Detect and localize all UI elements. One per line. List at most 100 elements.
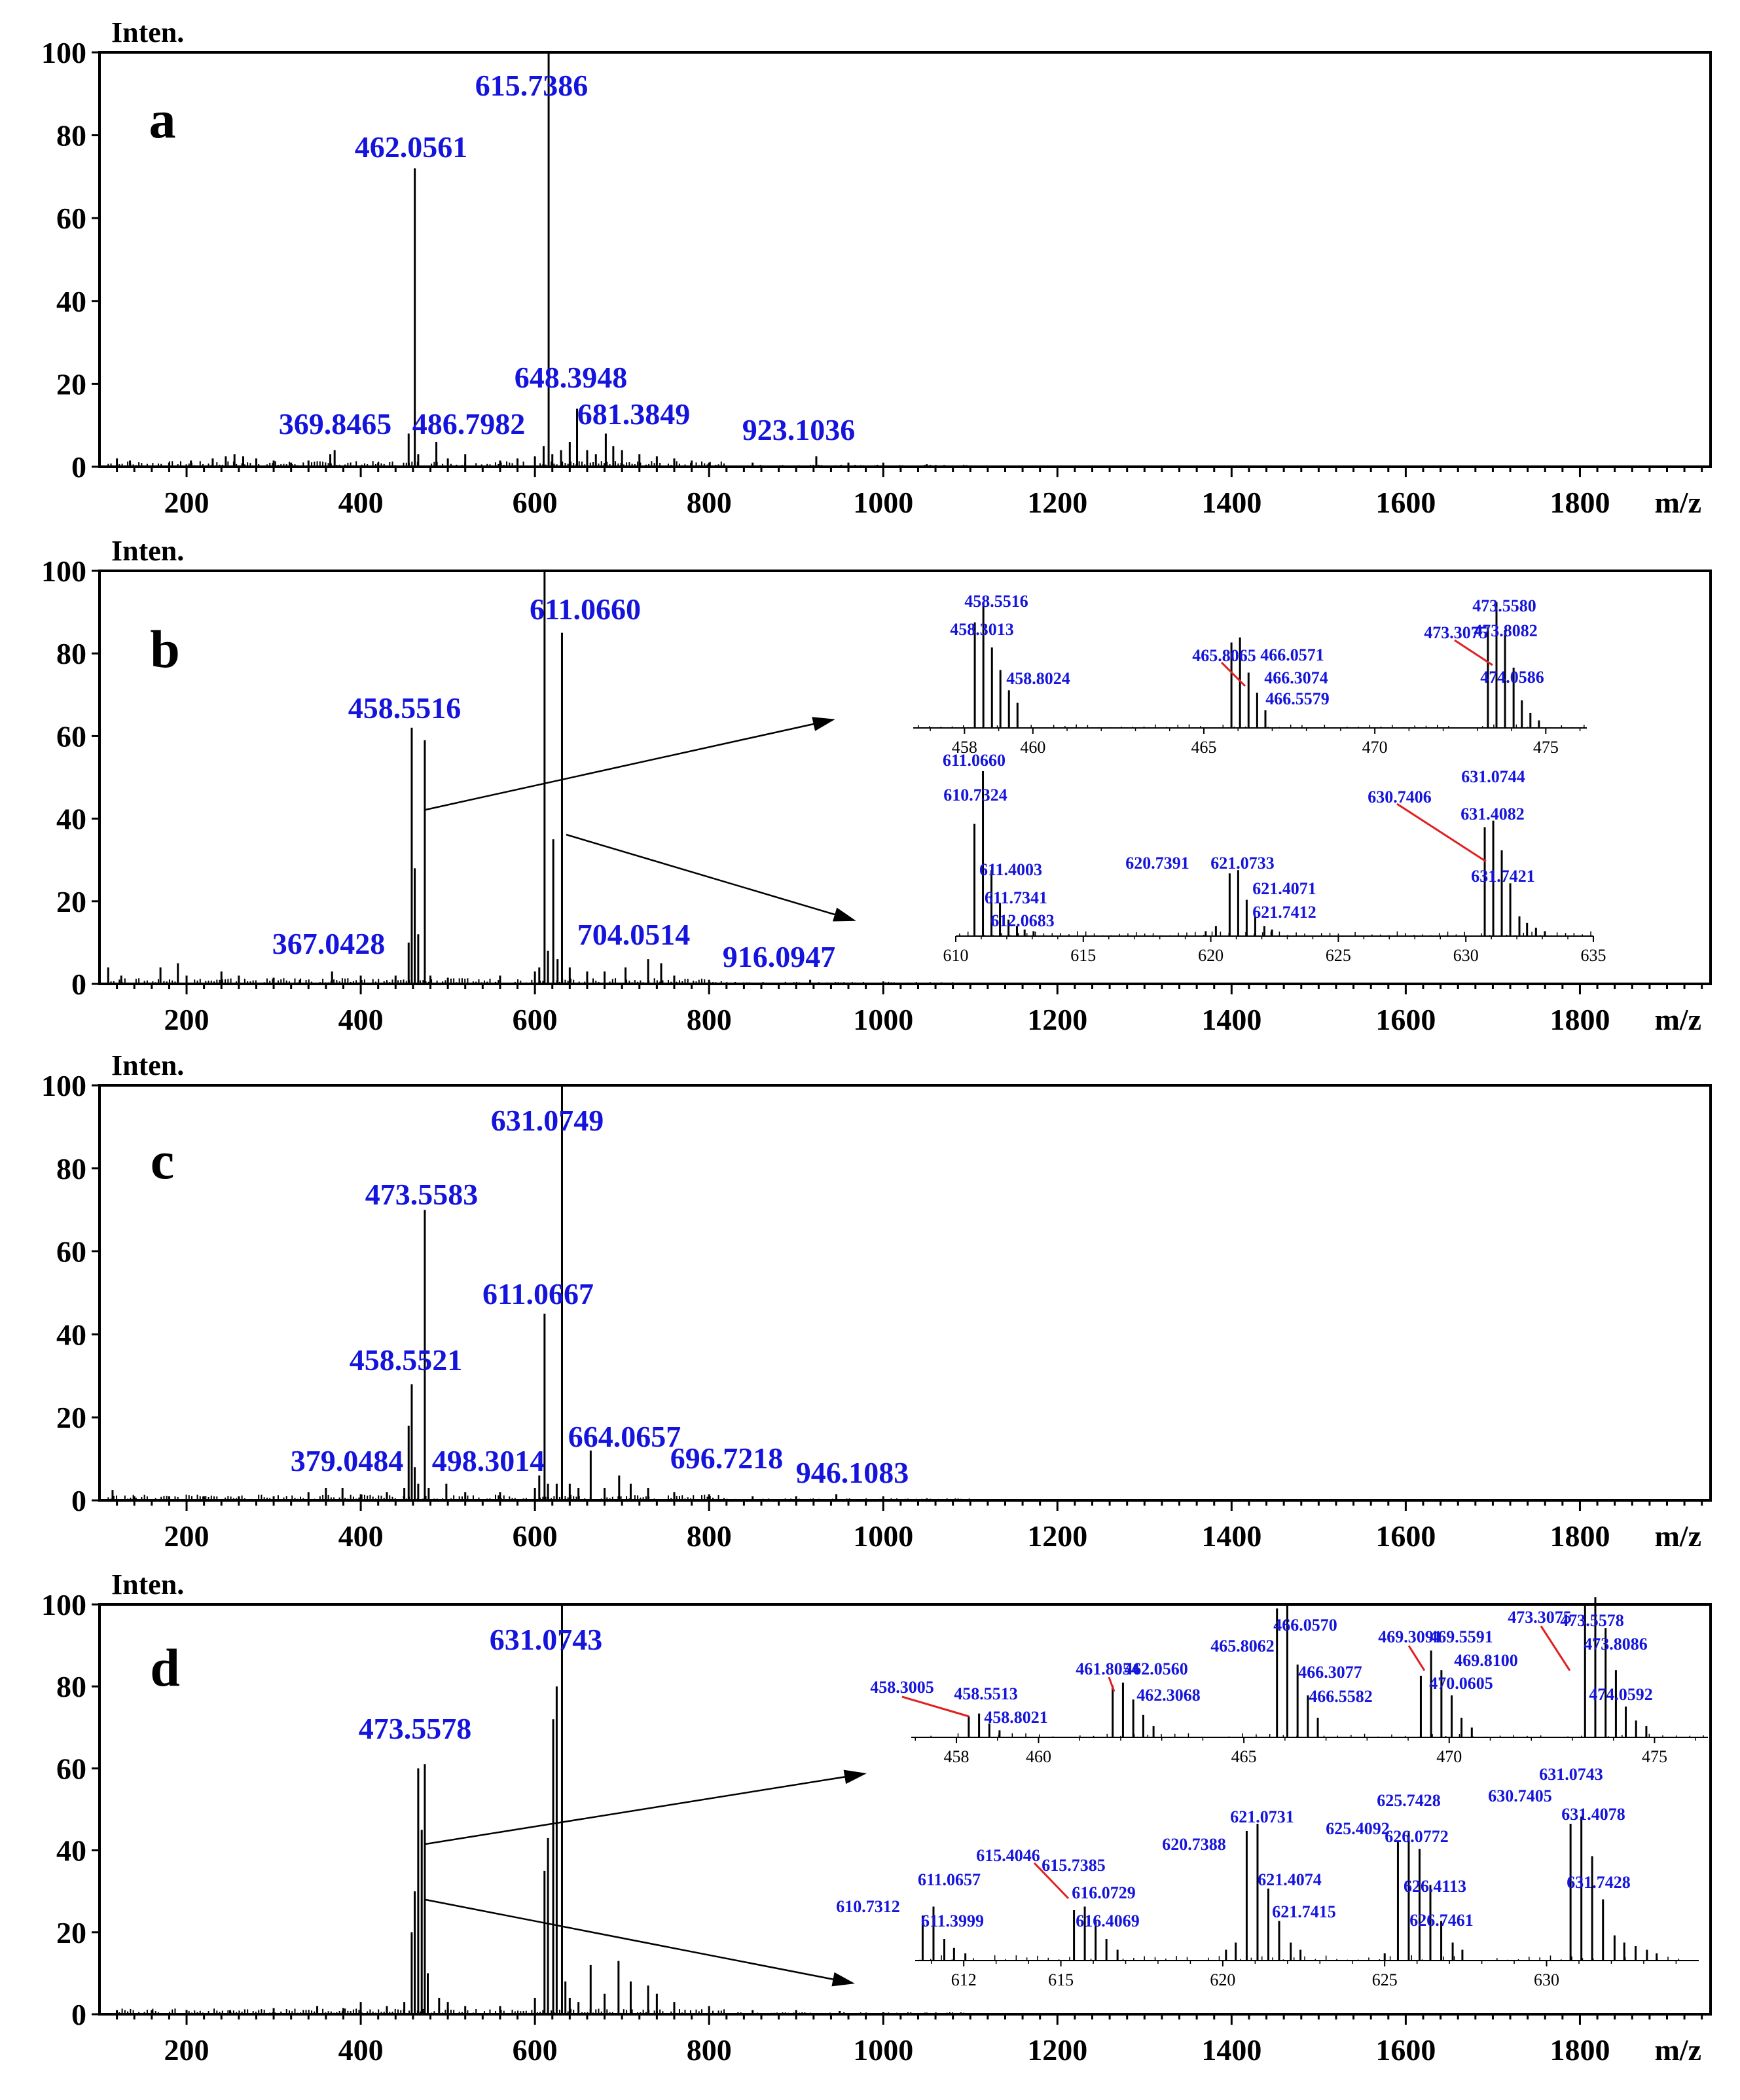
inset-peak-label: 469.3091	[1378, 1627, 1442, 1646]
inset-spectrum-d-2: 612 615 620 625 630 610.7312 611.0657 611.3999 6…	[425, 1765, 1699, 1989]
peak-label: 916.0947	[723, 940, 836, 973]
inset-peak-label: 615.4046	[976, 1846, 1040, 1865]
x-tick-label: 1400	[1201, 2033, 1261, 2067]
inset-peak-label: 474.0592	[1589, 1685, 1653, 1704]
inset-tick-label: 460	[1026, 1747, 1051, 1766]
inset-peak-label: 631.7421	[1471, 867, 1535, 886]
inset-peak-label: 458.3013	[950, 620, 1014, 639]
y-tick-label: 80	[56, 1670, 86, 1703]
inset-tick-label: 620	[1210, 1970, 1235, 1989]
peak-label: 486.7982	[412, 407, 526, 441]
inset-peak-label: 473.8082	[1474, 621, 1538, 640]
y-tick-label: 40	[56, 803, 86, 836]
inset-peak-label: 473.3075	[1424, 623, 1488, 642]
x-tick-label: 1600	[1375, 486, 1436, 519]
y-axis-title: Inten.	[111, 16, 184, 48]
x-tick-label: 200	[164, 486, 209, 519]
y-axis-title: Inten.	[111, 1568, 184, 1601]
x-tick-label: 600	[513, 1003, 558, 1036]
inset-peak-label: 473.3075	[1508, 1608, 1572, 1627]
inset-peak-label: 610.7312	[836, 1897, 900, 1916]
x-tick-label: 1200	[1027, 2033, 1087, 2067]
x-tick-label: 400	[338, 1003, 384, 1036]
x-axis-title: m/z	[1654, 1003, 1701, 1036]
zoom-arrow-line	[425, 1898, 852, 1984]
inset-peak-label: 631.7428	[1567, 1873, 1631, 1892]
x-tick-label: 1800	[1550, 1519, 1610, 1553]
inset-peak-label: 458.8024	[1006, 669, 1070, 688]
x-tick-label: 800	[687, 2033, 732, 2067]
inset-peak-label: 611.7341	[985, 888, 1047, 907]
inset-peak-label: 616.4069	[1076, 1911, 1140, 1930]
peak-label: 473.5578	[359, 1712, 472, 1745]
inset-peak-label: 626.0772	[1385, 1827, 1449, 1846]
x-tick-label: 400	[338, 1519, 384, 1553]
peak-label: 681.3849	[577, 397, 691, 431]
x-tick-label: 1400	[1201, 1003, 1261, 1036]
inset-peak-label: 465.8065	[1192, 646, 1256, 665]
inset-peak-label: 458.5516	[964, 592, 1028, 611]
inset-peak-label: 466.3074	[1264, 668, 1328, 687]
inset-peak-label: 458.3005	[870, 1678, 934, 1697]
zoom-arrow-head	[843, 1769, 867, 1784]
leader-line	[1454, 639, 1493, 666]
peak-label: 704.0514	[577, 918, 691, 951]
inset-peak-label: 474.0586	[1480, 668, 1544, 687]
x-tick-label: 200	[164, 2033, 209, 2067]
inset-peak-label: 611.4003	[979, 860, 1042, 879]
inset-peak-label: 458.8021	[984, 1708, 1048, 1727]
inset-peak-label: 458.5513	[954, 1684, 1018, 1703]
y-axis-title: Inten.	[111, 1049, 184, 1081]
inset-peak-label: 620.7391	[1125, 854, 1189, 873]
x-tick-label: 400	[338, 2033, 384, 2067]
inset-peak-label: 630.7405	[1488, 1786, 1552, 1805]
inset-peak-label: 466.5579	[1265, 689, 1330, 708]
x-tick-label: 800	[687, 1519, 732, 1553]
inset-tick-label: 625	[1326, 946, 1351, 965]
peak-label: 473.5583	[365, 1178, 479, 1211]
inset-peak-label: 616.0729	[1072, 1883, 1136, 1902]
x-tick-label: 1000	[853, 486, 913, 519]
peak-label: 611.0660	[530, 592, 641, 626]
leader-line	[1396, 803, 1487, 863]
x-tick-label: 1800	[1550, 2033, 1610, 2067]
peak-label: 631.0743	[490, 1623, 603, 1656]
panel-letter: b	[150, 619, 180, 679]
x-tick-label: 1000	[853, 2033, 913, 2067]
leader-line	[1407, 1645, 1426, 1671]
y-tick-label: 20	[56, 367, 86, 401]
panel-letter: c	[151, 1131, 174, 1190]
inset-tick-label: 630	[1534, 1970, 1559, 1989]
y-tick-label: 20	[56, 1401, 86, 1434]
y-tick-label: 80	[56, 1152, 86, 1186]
peak-label: 946.1083	[796, 1456, 909, 1489]
inset-spectrum-d-1: 458 460 465 470 475 458.3005 458.5513 458.8021 4…	[425, 1597, 1708, 1845]
y-tick-label: 40	[56, 1834, 86, 1868]
inset-peak-label: 631.0744	[1461, 767, 1525, 786]
inset-peak-label: 469.8100	[1454, 1651, 1518, 1670]
inset-peak-label: 461.8054	[1076, 1659, 1140, 1678]
x-tick-label: 800	[687, 486, 732, 519]
inset-peak-label: 630.7406	[1368, 788, 1432, 806]
inset-peak-label: 473.8086	[1584, 1635, 1648, 1654]
y-tick-label: 20	[56, 885, 86, 918]
peak-label: 615.7386	[475, 69, 589, 102]
y-tick-label: 0	[71, 450, 86, 484]
inset-tick-label: 470	[1436, 1747, 1462, 1766]
x-tick-label: 600	[513, 1519, 558, 1553]
inset-peak-label: 621.0731	[1230, 1807, 1294, 1826]
zoom-arrow-line	[425, 719, 832, 811]
inset-tick-label: 625	[1372, 1970, 1398, 1989]
peak-label: 458.5521	[350, 1343, 463, 1377]
x-axis-title: m/z	[1654, 486, 1701, 519]
inset-peak-label: 473.5580	[1472, 596, 1536, 615]
y-tick-label: 0	[71, 968, 86, 1001]
peak-label: 369.8465	[279, 407, 392, 441]
x-tick-label: 200	[164, 1519, 209, 1553]
y-tick-label: 80	[56, 637, 86, 670]
inset-peak-label: 470.0605	[1429, 1674, 1493, 1693]
inset-tick-label: 458	[944, 1747, 970, 1766]
x-tick-label: 1600	[1375, 1003, 1436, 1036]
inset-peak-label: 610.7324	[943, 786, 1007, 805]
